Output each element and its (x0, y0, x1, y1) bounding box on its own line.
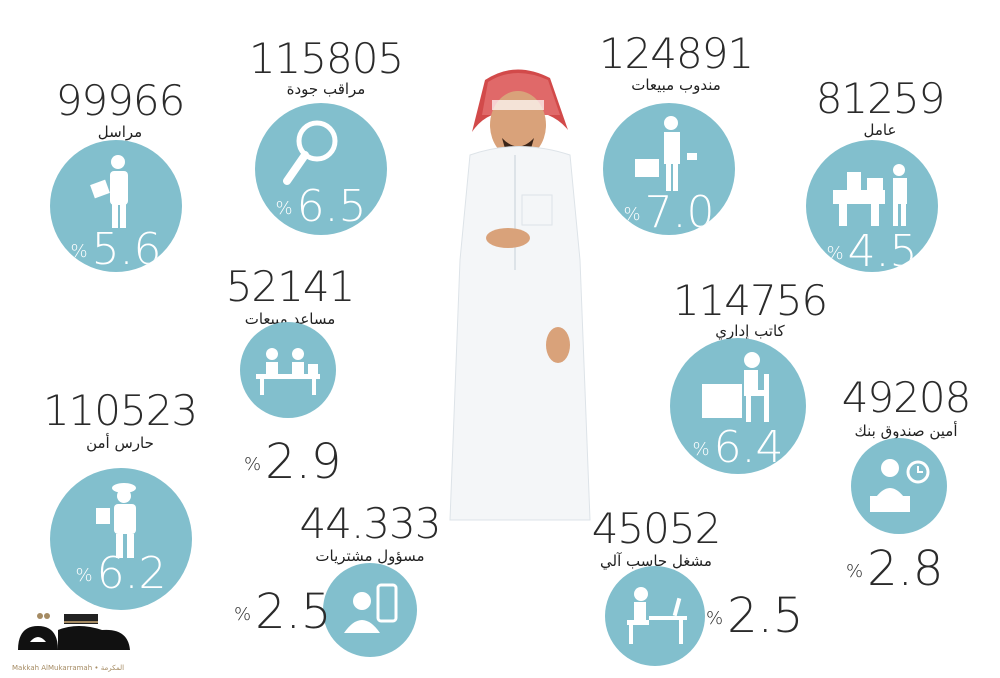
job-percent: %6.5 (275, 181, 367, 232)
job-circle (605, 566, 705, 666)
bank-teller-clock-icon (870, 459, 930, 512)
job-circle (240, 322, 336, 418)
job-circle (323, 563, 417, 657)
job-count: 110523 (42, 386, 198, 435)
courier-icon (90, 155, 128, 228)
clerk-desk-icon (702, 352, 769, 422)
job-title: مراقب جودة (286, 80, 366, 98)
job-title: مراسل (97, 123, 143, 141)
saudi-man-illustration (449, 69, 591, 521)
job-percent: %2.5 (234, 584, 332, 640)
salesman-briefcase-icon (635, 116, 697, 191)
job-count: 81259 (815, 74, 946, 123)
job-percent: %7.0 (623, 187, 715, 235)
purchasing-officer-icon (344, 583, 398, 633)
job-circle: %6.4 (670, 338, 806, 474)
makkah-logo-mark (18, 613, 130, 650)
computer-operator-icon (627, 587, 687, 644)
job-circle: %4.5 (806, 140, 938, 272)
security-guard-icon (96, 483, 136, 558)
job-percent: %2.8 (846, 541, 944, 597)
job-count: 99966 (55, 76, 186, 125)
job-percent: %6.4 (692, 422, 784, 473)
job-count: 44.333 (299, 499, 442, 548)
job-percent: %6.2 (75, 548, 167, 599)
job-title: عامل (863, 121, 897, 139)
sales-assistants-desk-icon (256, 348, 320, 395)
job-title: مسؤول مشتريات (315, 547, 425, 565)
job-circle: %6.5 (255, 103, 387, 235)
makkah-logo: Makkah AlMukarramah • المكرمة (12, 612, 142, 672)
job-percent: %2.5 (706, 588, 804, 644)
job-count: 114756 (672, 276, 828, 325)
job-title: مندوب مبيعات (631, 76, 721, 94)
job-percent: %2.9 (244, 434, 342, 490)
job-circle: %6.2 (50, 468, 192, 610)
job-title: مساعد مبيعات (244, 310, 336, 328)
job-count: 49208 (841, 373, 972, 422)
job-count: 124891 (598, 29, 754, 78)
job-circle: %5.6 (50, 140, 182, 272)
job-title: كاتب إداري (715, 322, 785, 340)
job-circle (851, 438, 947, 534)
job-count: 52141 (225, 262, 356, 311)
job-percent: %5.6 (70, 224, 162, 272)
job-percent: %4.5 (826, 226, 918, 273)
job-title: مشغل حاسب آلي (600, 552, 712, 570)
magnifier-icon (283, 120, 338, 185)
job-count: 115805 (248, 34, 404, 83)
job-circle: %7.0 (603, 103, 735, 235)
worker-machine-icon (833, 164, 907, 226)
job-count: 45052 (591, 504, 722, 553)
job-title: أمين صندوق بنك (854, 422, 958, 440)
job-title: حارس أمن (86, 434, 154, 452)
logo-subtitle: Makkah AlMukarramah • المكرمة (12, 664, 125, 672)
